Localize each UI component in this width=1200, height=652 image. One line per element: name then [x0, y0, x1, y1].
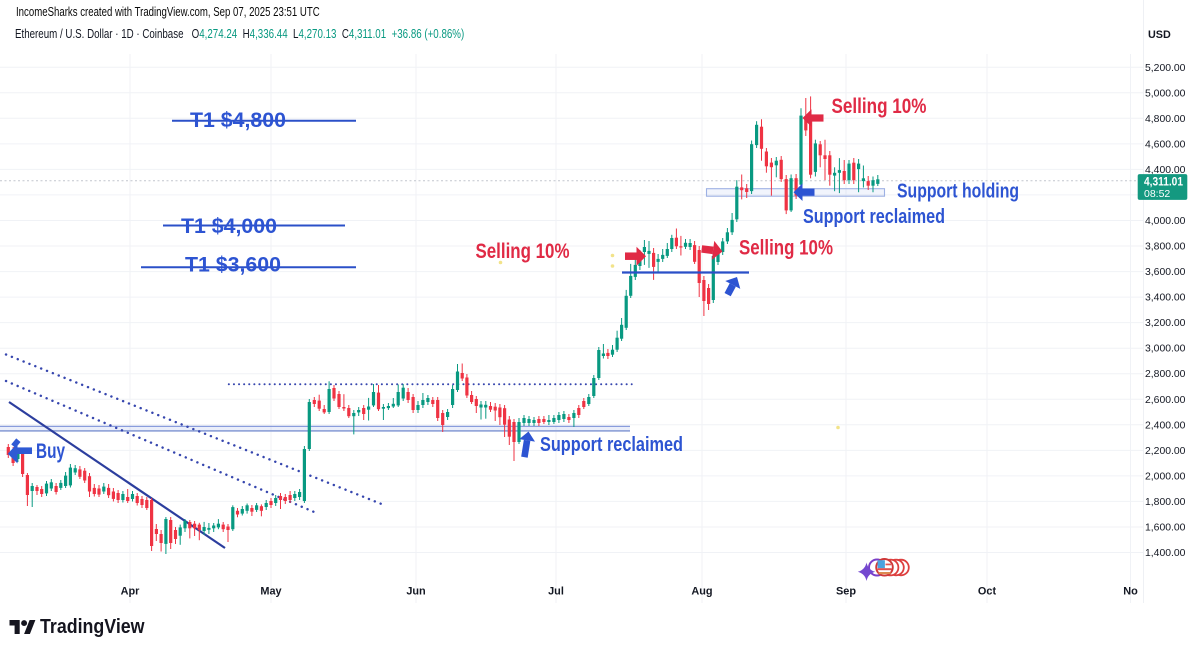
svg-text:Aug: Aug [691, 586, 712, 598]
svg-text:4,400.00: 4,400.00 [1145, 165, 1186, 176]
svg-text:08:52: 08:52 [1144, 188, 1170, 200]
svg-text:May: May [260, 586, 281, 598]
svg-text:Jun: Jun [406, 586, 425, 598]
svg-text:T1 $4,800: T1 $4,800 [190, 109, 286, 132]
svg-text:4,000.00: 4,000.00 [1145, 216, 1186, 227]
svg-text:3,600.00: 3,600.00 [1145, 267, 1186, 278]
svg-text:4,800.00: 4,800.00 [1145, 114, 1186, 125]
svg-text:Support reclaimed: Support reclaimed [540, 434, 683, 456]
svg-text:Selling 10%: Selling 10% [832, 95, 927, 118]
svg-text:Sep: Sep [836, 586, 856, 598]
svg-text:5,000.00: 5,000.00 [1145, 88, 1186, 99]
svg-text:Selling 10%: Selling 10% [476, 240, 570, 263]
svg-text:2,400.00: 2,400.00 [1145, 420, 1186, 431]
svg-text:1,800.00: 1,800.00 [1145, 497, 1186, 508]
svg-text:4,311.01: 4,311.01 [1144, 175, 1183, 189]
svg-text:T1 $4,000: T1 $4,000 [181, 215, 277, 238]
svg-text:Selling 10%: Selling 10% [739, 237, 833, 260]
svg-text:2,600.00: 2,600.00 [1145, 395, 1186, 406]
svg-text:Apr: Apr [121, 586, 141, 598]
svg-text:3,000.00: 3,000.00 [1145, 344, 1186, 355]
svg-text:3,800.00: 3,800.00 [1145, 242, 1186, 253]
svg-text:1,600.00: 1,600.00 [1145, 522, 1186, 533]
svg-text:1,400.00: 1,400.00 [1145, 548, 1186, 559]
svg-text:Oct: Oct [978, 586, 997, 598]
svg-text:T1 $3,600: T1 $3,600 [185, 254, 281, 277]
svg-text:2,000.00: 2,000.00 [1145, 471, 1186, 482]
svg-text:4,600.00: 4,600.00 [1145, 139, 1186, 150]
svg-text:Support reclaimed: Support reclaimed [803, 206, 945, 228]
svg-text:Jul: Jul [548, 586, 564, 598]
svg-text:USD: USD [1148, 29, 1171, 41]
svg-text:Buy: Buy [36, 440, 65, 463]
svg-text:2,200.00: 2,200.00 [1145, 446, 1186, 457]
svg-text:Support holding: Support holding [897, 181, 1019, 203]
svg-text:2,800.00: 2,800.00 [1145, 369, 1186, 380]
svg-text:3,200.00: 3,200.00 [1145, 318, 1186, 329]
svg-text:3,400.00: 3,400.00 [1145, 293, 1186, 304]
svg-text:No: No [1123, 586, 1138, 598]
svg-text:5,200.00: 5,200.00 [1145, 63, 1186, 74]
